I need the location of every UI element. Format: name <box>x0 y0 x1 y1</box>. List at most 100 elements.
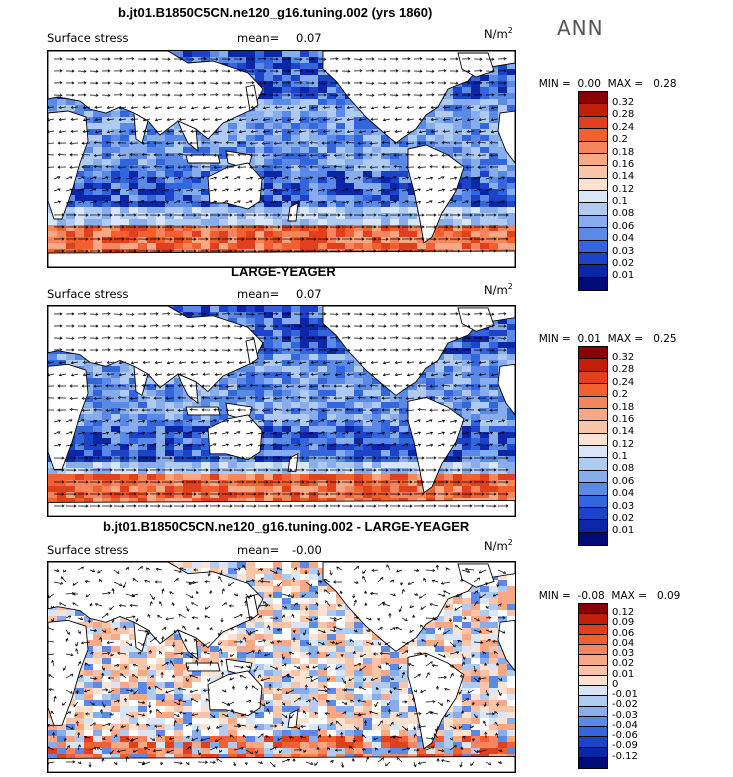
panel-1-colorbar-ticks: 0.32 0.28 0.24 0.2 0.18 0.16 0.14 0.12 0.1 0.08 0.… <box>612 97 634 283</box>
min-label: MIN = <box>538 590 571 602</box>
colorbar-tick-label: -0.09 <box>612 740 638 752</box>
colorbar-swatch <box>579 215 607 229</box>
map-layers <box>48 306 515 516</box>
panel-1-colorbar <box>578 91 608 291</box>
colorbar-swatch <box>579 757 607 768</box>
colorbar-tick-label: 0.18 <box>612 401 635 413</box>
colorbar-swatch <box>579 191 607 204</box>
colorbar-tick-label: 0.1 <box>612 451 628 462</box>
min-value: 0.01 <box>577 333 601 345</box>
colorbar-tick-label: 0.12 <box>612 438 635 450</box>
panel-3-mean-label: mean= <box>237 543 280 557</box>
colorbar-swatch <box>579 104 607 117</box>
panel-2-mean-label: mean= <box>237 287 280 301</box>
colorbar-tick-label: 0.06 <box>612 627 635 639</box>
colorbar-swatch <box>579 737 607 748</box>
panel-1-variable: Surface stress <box>47 31 129 45</box>
colorbar-tick-label: 0.2 <box>612 389 628 401</box>
panel-3-colorbar-ticks: 0.12 0.09 0.06 0.04 0.03 0.02 0.01 0 -0.01 -0.02-… <box>612 607 638 762</box>
panel-3-minmax: MIN = -0.08 MAX = 0.09 <box>532 578 681 602</box>
colorbar-tick-label: -0.06 <box>612 730 638 741</box>
panel-2-colorbar-ticks: 0.32 0.28 0.24 0.2 0.18 0.16 0.14 0.12 0.1 0.08 0.… <box>612 352 634 538</box>
colorbar-swatch <box>579 520 607 533</box>
colorbar-tick-label: 0.32 <box>612 352 635 363</box>
surface-stress-map <box>48 51 515 267</box>
colorbar-swatch <box>579 265 607 278</box>
max-label: MAX = <box>611 590 647 602</box>
colorbar-tick-label: 0.04 <box>612 637 635 649</box>
colorbar-tick-label: 0.09 <box>612 617 635 629</box>
colorbar-tick-label: -0.01 <box>612 689 638 700</box>
colorbar-tick-label: 0.01 <box>612 525 635 537</box>
panel-2-variable: Surface stress <box>47 287 129 301</box>
min-label: MIN = <box>538 333 571 345</box>
colorbar-swatch <box>579 240 607 253</box>
colorbar-swatch <box>579 92 607 105</box>
colorbar-swatch <box>579 716 607 727</box>
colorbar-tick-label: 0.03 <box>612 245 635 257</box>
panel-1-map <box>47 50 516 268</box>
colorbar-tick-label: 0.28 <box>612 109 635 121</box>
colorbar-tick-label: 0.32 <box>612 97 635 108</box>
colorbar-swatch <box>579 446 607 459</box>
panel-3-variable: Surface stress <box>47 543 129 557</box>
colorbar-swatch <box>579 483 607 496</box>
colorbar-swatch <box>579 675 607 686</box>
panel-1-mean-value: 0.07 <box>296 31 322 45</box>
colorbar-tick-label: 0.2 <box>612 134 628 146</box>
colorbar-swatch <box>579 696 607 707</box>
panel-3-colorbar <box>578 603 608 769</box>
colorbar-swatch <box>579 228 607 241</box>
panel-1-title: b.jt01.B1850C5CN.ne120_g16.tuning.002 (y… <box>118 5 433 20</box>
colorbar-tick-label: -0.03 <box>612 709 638 721</box>
colorbar-swatch <box>579 277 607 290</box>
colorbar-swatch <box>579 727 607 738</box>
max-label: MAX = <box>607 78 644 90</box>
colorbar-tick-label: 0.04 <box>612 233 635 245</box>
min-value: 0.00 <box>577 78 601 90</box>
colorbar-tick-label: 0.01 <box>612 270 635 282</box>
colorbar-swatch <box>579 686 607 697</box>
colorbar-tick-label: 0.08 <box>612 208 635 220</box>
panel-2-title: LARGE-YEAGER <box>231 264 336 279</box>
colorbar-swatch <box>579 624 607 635</box>
panel-3-mean-value: -0.00 <box>292 543 322 557</box>
map-layers <box>48 562 515 772</box>
colorbar-swatch <box>579 665 607 676</box>
units-base: N/m <box>484 538 508 553</box>
colorbar-swatch <box>579 252 607 266</box>
colorbar-tick-label: 0.18 <box>612 146 635 158</box>
colorbar-tick-label: 0.14 <box>612 426 635 438</box>
colorbar-swatch <box>579 645 607 656</box>
colorbar-swatch <box>579 706 607 717</box>
colorbar-tick-label: 0.1 <box>612 196 628 207</box>
colorbar-swatch <box>579 604 607 615</box>
units-exponent: 2 <box>507 26 513 35</box>
colorbar-tick-label: 0.28 <box>612 364 635 376</box>
min-value: -0.08 <box>577 590 605 602</box>
colorbar-swatch <box>579 470 607 484</box>
panel-3-map <box>47 561 516 773</box>
max-value: 0.25 <box>653 333 677 345</box>
colorbar-tick-label: -0.04 <box>612 719 638 731</box>
colorbar-swatch <box>579 507 607 521</box>
panel-2-mean-value: 0.07 <box>296 287 322 301</box>
colorbar-swatch <box>579 153 607 167</box>
colorbar-swatch <box>579 495 607 508</box>
colorbar-swatch <box>579 129 607 142</box>
colorbar-swatch <box>579 347 607 360</box>
colorbar-swatch <box>579 655 607 666</box>
colorbar-tick-label: 0.24 <box>612 376 635 388</box>
colorbar-swatch <box>579 116 607 130</box>
colorbar-tick-label: 0.04 <box>612 488 635 500</box>
units-base: N/m <box>484 282 508 297</box>
colorbar-tick-label: 0.03 <box>612 648 635 659</box>
min-label: MIN = <box>538 78 571 90</box>
colorbar-swatch <box>579 384 607 397</box>
colorbar-swatch <box>579 359 607 372</box>
units-exponent: 2 <box>507 282 513 291</box>
colorbar-tick-label: 0.16 <box>612 413 635 425</box>
surface-stress-map <box>48 306 515 516</box>
colorbar-tick-label: 0.24 <box>612 121 635 133</box>
colorbar-tick-label: 0 <box>612 678 619 690</box>
